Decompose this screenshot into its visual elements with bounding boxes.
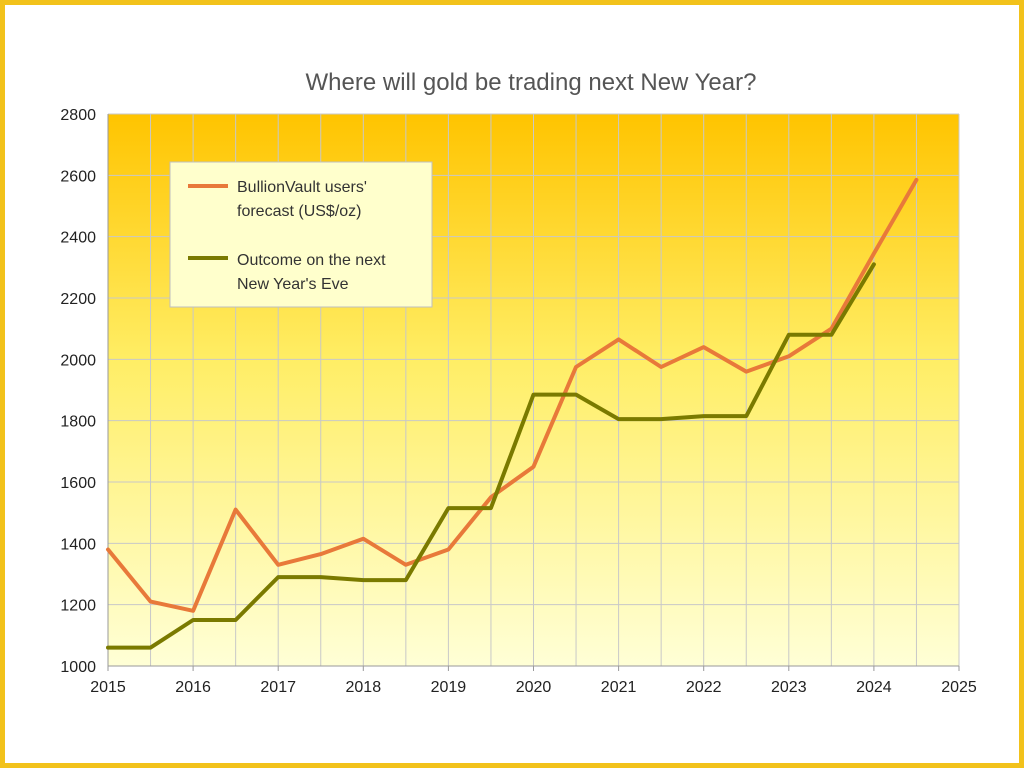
y-tick-label: 1800 — [60, 414, 96, 431]
y-tick-label: 1400 — [60, 536, 96, 553]
chart-title: Where will gold be trading next New Year… — [306, 69, 757, 96]
legend-label-outcome-line1: Outcome on the next — [237, 252, 386, 269]
x-tick-label: 2025 — [941, 679, 977, 696]
y-tick-label: 2600 — [60, 168, 96, 185]
tick-labels: 2015 2016 2017 2018 2019 2020 2021 2022 2023 2024… — [60, 107, 976, 696]
y-tick-label: 2200 — [60, 291, 96, 308]
x-tick-label: 2022 — [686, 679, 722, 696]
y-tick-label: 1200 — [60, 598, 96, 615]
x-tick-label: 2024 — [856, 679, 892, 696]
x-tick-label: 2016 — [175, 679, 211, 696]
y-tick-label: 2400 — [60, 230, 96, 247]
y-tick-label: 2800 — [60, 107, 96, 124]
x-tick-label: 2017 — [260, 679, 296, 696]
y-tick-label: 1600 — [60, 475, 96, 492]
y-tick-label: 1000 — [60, 659, 96, 676]
legend: BullionVault users' forecast (US$/oz) Ou… — [169, 161, 433, 308]
x-tick-label: 2020 — [516, 679, 552, 696]
x-tick-label: 2019 — [431, 679, 467, 696]
y-tick-label: 2000 — [60, 352, 96, 369]
series-line-forecast — [106, 177, 919, 613]
x-tick-label: 2018 — [346, 679, 382, 696]
legend-label-forecast-line2: forecast (US$/oz) — [237, 203, 361, 220]
series-line-outcome — [106, 262, 876, 650]
legend-label-outcome-line2: New Year's Eve — [237, 276, 349, 293]
legend-label-forecast-line1: BullionVault users' — [237, 179, 367, 196]
series-lines — [106, 177, 919, 650]
x-tick-label: 2023 — [771, 679, 807, 696]
x-tick-label: 2015 — [90, 679, 126, 696]
x-tick-label: 2021 — [601, 679, 637, 696]
